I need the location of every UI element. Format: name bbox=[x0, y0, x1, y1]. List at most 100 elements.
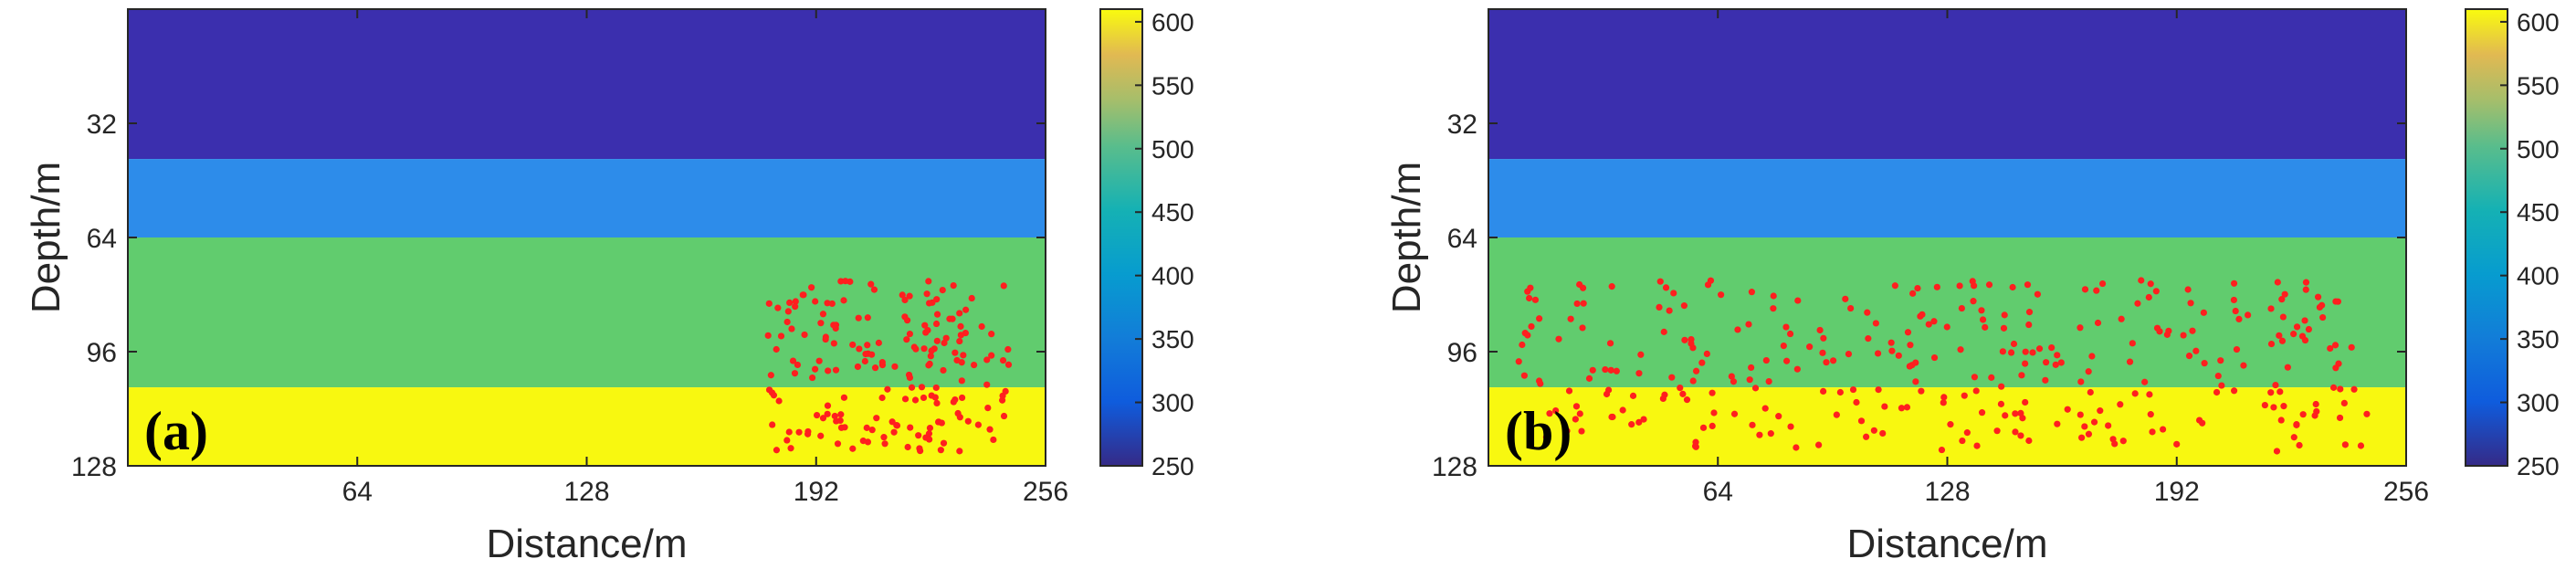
point bbox=[2278, 337, 2287, 344]
point bbox=[933, 337, 941, 344]
point bbox=[1998, 383, 2005, 390]
point bbox=[864, 342, 871, 349]
point bbox=[811, 365, 819, 373]
point bbox=[964, 417, 972, 425]
point bbox=[940, 366, 947, 374]
point bbox=[1567, 315, 1574, 322]
point bbox=[1823, 359, 1830, 366]
colorbar-tick-label: 300 bbox=[1151, 389, 1194, 417]
point bbox=[861, 357, 868, 365]
colorbar-tick-label: 250 bbox=[1151, 452, 1194, 480]
point bbox=[1536, 315, 1543, 322]
point bbox=[2029, 349, 2036, 356]
point bbox=[1958, 304, 1965, 312]
colorbar-tick-label: 500 bbox=[1151, 135, 1194, 163]
x-tick-label: 192 bbox=[794, 477, 839, 507]
point bbox=[2077, 324, 2084, 332]
point bbox=[2146, 391, 2153, 398]
point bbox=[2022, 348, 2029, 355]
point bbox=[788, 325, 795, 332]
point bbox=[1782, 357, 1791, 364]
point bbox=[957, 332, 964, 339]
y-tick-label: 96 bbox=[1447, 338, 1477, 368]
point bbox=[1907, 342, 1914, 349]
point bbox=[921, 322, 929, 329]
point bbox=[983, 381, 991, 388]
point bbox=[2097, 407, 2104, 415]
point bbox=[2054, 352, 2061, 359]
point bbox=[958, 394, 966, 402]
point bbox=[2350, 385, 2358, 393]
point bbox=[1668, 374, 1676, 381]
point bbox=[1565, 387, 1573, 395]
point bbox=[777, 332, 785, 340]
point bbox=[1656, 278, 1664, 285]
point bbox=[2278, 296, 2286, 303]
point bbox=[1515, 358, 1522, 365]
point bbox=[2314, 293, 2322, 301]
layer-3 bbox=[128, 237, 1046, 388]
point bbox=[2267, 340, 2276, 348]
point bbox=[1728, 373, 1735, 380]
point bbox=[901, 313, 909, 321]
point bbox=[870, 286, 878, 293]
point bbox=[825, 367, 832, 374]
point bbox=[1775, 413, 1782, 420]
point bbox=[2230, 296, 2238, 304]
point bbox=[2010, 340, 2018, 348]
point bbox=[1909, 290, 1917, 297]
point bbox=[1943, 323, 1950, 331]
point bbox=[2357, 442, 2365, 449]
point bbox=[953, 356, 961, 364]
point bbox=[1606, 340, 1614, 347]
point bbox=[1628, 421, 1635, 428]
point bbox=[1578, 427, 1585, 435]
point bbox=[1865, 335, 1872, 343]
point bbox=[1002, 387, 1009, 395]
point bbox=[1524, 332, 1531, 339]
point bbox=[1699, 424, 1708, 431]
point bbox=[1748, 289, 1755, 296]
colorbar-gradient bbox=[2465, 8, 2508, 467]
point bbox=[1833, 411, 1840, 418]
point bbox=[912, 345, 920, 353]
point bbox=[1956, 282, 1963, 290]
point bbox=[1527, 284, 1534, 291]
point bbox=[2000, 324, 2008, 332]
point bbox=[2043, 359, 2050, 366]
point bbox=[849, 445, 857, 452]
point bbox=[871, 364, 879, 372]
point bbox=[875, 339, 882, 346]
point bbox=[792, 298, 799, 305]
point bbox=[2318, 301, 2326, 309]
point bbox=[1698, 359, 1706, 366]
point bbox=[841, 424, 848, 431]
point bbox=[937, 447, 944, 454]
point bbox=[2235, 315, 2243, 322]
point bbox=[1957, 346, 1964, 353]
point bbox=[2232, 307, 2239, 315]
point bbox=[1891, 282, 1898, 290]
point bbox=[1710, 409, 1718, 417]
point bbox=[2012, 428, 2019, 436]
point bbox=[1585, 374, 1593, 382]
colorbar-gradient bbox=[1099, 8, 1143, 467]
point bbox=[2217, 357, 2224, 364]
point bbox=[824, 402, 832, 409]
point bbox=[924, 326, 931, 334]
colorbar-tick-label: 600 bbox=[2517, 8, 2560, 37]
layer-3 bbox=[1488, 237, 2406, 388]
point bbox=[2261, 401, 2268, 409]
x-tick-label: 192 bbox=[2154, 477, 2200, 507]
point bbox=[956, 337, 963, 345]
point bbox=[2090, 418, 2098, 426]
layer-1 bbox=[1488, 9, 2406, 160]
point bbox=[2152, 288, 2160, 295]
point bbox=[1662, 284, 1670, 291]
point bbox=[824, 300, 831, 307]
point bbox=[878, 362, 887, 369]
point bbox=[2348, 343, 2355, 351]
point bbox=[2184, 286, 2192, 293]
point bbox=[1879, 429, 1887, 438]
